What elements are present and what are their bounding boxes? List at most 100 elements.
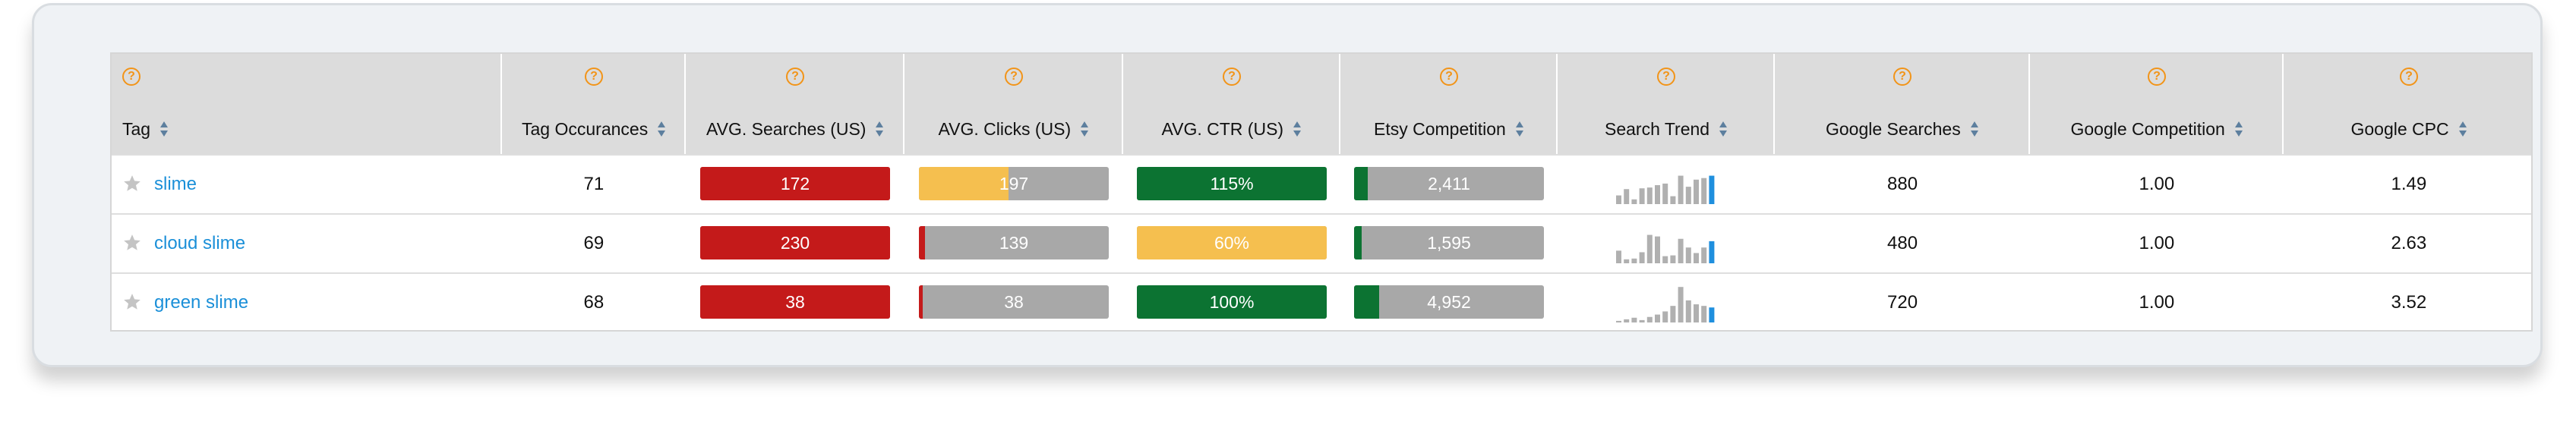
trend-bar [1624, 319, 1630, 322]
favorite-star-icon[interactable] [122, 233, 142, 253]
avg-clicks-bar: 139 [919, 226, 1109, 259]
avg-ctr-bar: 60% [1137, 226, 1327, 259]
header-google-cpc[interactable]: ? Google CPC [2284, 54, 2534, 154]
help-icon[interactable]: ? [585, 68, 603, 86]
etsy-competition-bar: 1,595 [1354, 226, 1544, 259]
google-searches-value: 720 [1887, 292, 1918, 313]
help-icon[interactable]: ? [2400, 68, 2418, 86]
sort-icon[interactable] [1719, 120, 1728, 138]
search-trend-sparkline [1616, 234, 1715, 263]
sort-icon[interactable] [2458, 120, 2467, 138]
header-tag-occurrences[interactable]: ? Tag Occurances [502, 54, 686, 154]
tag-link[interactable]: slime [154, 174, 197, 194]
header-avg-ctr[interactable]: ? AVG. CTR (US) [1123, 54, 1340, 154]
trend-bar [1701, 247, 1707, 263]
cell-tag: green slime [112, 274, 502, 332]
cell-avg-clicks: 139 [904, 215, 1123, 272]
avg-clicks-bar: 197 [919, 167, 1109, 200]
trend-bar [1701, 178, 1707, 204]
header-tag[interactable]: ? Tag [112, 54, 502, 154]
sort-icon[interactable] [1080, 120, 1089, 138]
cell-avg-clicks: 197 [904, 156, 1123, 213]
help-icon[interactable]: ? [1005, 68, 1023, 86]
header-etsy-competition[interactable]: ? Etsy Competition [1340, 54, 1558, 154]
trend-bar [1655, 236, 1660, 263]
cell-google-cpc: 2.63 [2284, 215, 2534, 272]
help-icon[interactable]: ? [1893, 68, 1911, 86]
cell-search-trend [1558, 156, 1775, 213]
cell-etsy-competition: 4,952 [1340, 274, 1558, 332]
tag-link[interactable]: green slime [154, 292, 249, 313]
google-cpc-value: 3.52 [2391, 292, 2427, 313]
help-icon[interactable]: ? [786, 68, 804, 86]
avg-clicks-bar-value: 197 [999, 174, 1029, 193]
header-label-avg-searches: AVG. Searches (US) [706, 119, 884, 140]
header-google-competition[interactable]: ? Google Competition [2030, 54, 2284, 154]
header-label-avg-clicks: AVG. Clicks (US) [939, 119, 1090, 140]
sort-icon[interactable] [875, 120, 884, 138]
avg-ctr-bar-fill [1137, 226, 1327, 259]
avg-ctr-bar-value: 60% [1214, 233, 1250, 253]
trend-bar [1685, 300, 1691, 322]
trend-bar [1670, 255, 1676, 263]
header-label-text: Google Competition [2070, 119, 2225, 139]
cell-avg-ctr: 115% [1123, 156, 1340, 213]
header-label-text: Tag [122, 119, 151, 139]
trend-bar [1616, 250, 1621, 263]
header-label-text: Search Trend [1605, 119, 1710, 139]
header-google-searches[interactable]: ? Google Searches [1775, 54, 2030, 154]
google-competition-value: 1.00 [2139, 292, 2175, 313]
cell-tag-occurrences: 71 [502, 156, 686, 213]
sort-icon[interactable] [1515, 120, 1524, 138]
header-search-trend[interactable]: ? Search Trend [1558, 54, 1775, 154]
sort-icon[interactable] [1293, 120, 1302, 138]
header-avg-searches[interactable]: ? AVG. Searches (US) [686, 54, 904, 154]
header-avg-clicks[interactable]: ? AVG. Clicks (US) [904, 54, 1123, 154]
trend-bar [1709, 241, 1715, 263]
cell-avg-searches: 172 [686, 156, 904, 213]
sort-icon[interactable] [657, 120, 666, 138]
avg-searches-bar-fill [700, 285, 890, 319]
sort-icon[interactable] [1970, 120, 1979, 138]
trend-bar [1616, 195, 1621, 204]
tag-link[interactable]: cloud slime [154, 233, 246, 253]
table-row: slime 71 172 197 115% 2,411 880 1.00 1.49 [112, 154, 2531, 213]
cell-avg-searches: 38 [686, 274, 904, 332]
help-icon[interactable]: ? [1657, 68, 1675, 86]
help-icon[interactable]: ? [122, 68, 140, 86]
cell-tag: slime [112, 156, 502, 213]
sort-icon[interactable] [2234, 120, 2243, 138]
avg-searches-bar-value: 172 [780, 174, 810, 193]
trend-bar [1694, 304, 1699, 322]
trend-bar [1646, 316, 1653, 322]
trend-bar [1685, 187, 1691, 204]
cell-tag-occurrences: 69 [502, 215, 686, 272]
sort-icon[interactable] [159, 120, 169, 138]
help-icon[interactable]: ? [1440, 68, 1458, 86]
favorite-star-icon[interactable] [122, 174, 142, 193]
cell-search-trend [1558, 215, 1775, 272]
favorite-star-icon[interactable] [122, 292, 142, 312]
header-label-google-competition: Google Competition [2071, 119, 2243, 140]
trend-bar [1662, 183, 1668, 204]
google-searches-value: 880 [1887, 174, 1918, 194]
avg-searches-bar-fill [700, 167, 890, 200]
trend-bar [1646, 187, 1653, 204]
cell-google-competition: 1.00 [2030, 274, 2284, 332]
trend-bar [1655, 185, 1660, 204]
google-cpc-value: 2.63 [2391, 233, 2427, 253]
trend-bar [1639, 252, 1645, 263]
header-label-text: Google Searches [1826, 119, 1961, 139]
etsy-competition-bar: 2,411 [1354, 167, 1544, 200]
help-icon[interactable]: ? [2148, 68, 2166, 86]
header-label-tag-occurrences: Tag Occurances [522, 119, 666, 140]
help-icon[interactable]: ? [1223, 68, 1241, 86]
trend-bar [1631, 258, 1637, 263]
etsy-competition-bar-value: 1,595 [1427, 233, 1471, 253]
avg-ctr-bar-fill [1137, 285, 1327, 319]
trend-bar [1694, 179, 1699, 204]
trend-bar [1631, 199, 1637, 204]
avg-clicks-bar-fill [919, 167, 1009, 200]
trend-bar [1701, 306, 1707, 322]
avg-clicks-bar-value: 139 [999, 233, 1029, 253]
